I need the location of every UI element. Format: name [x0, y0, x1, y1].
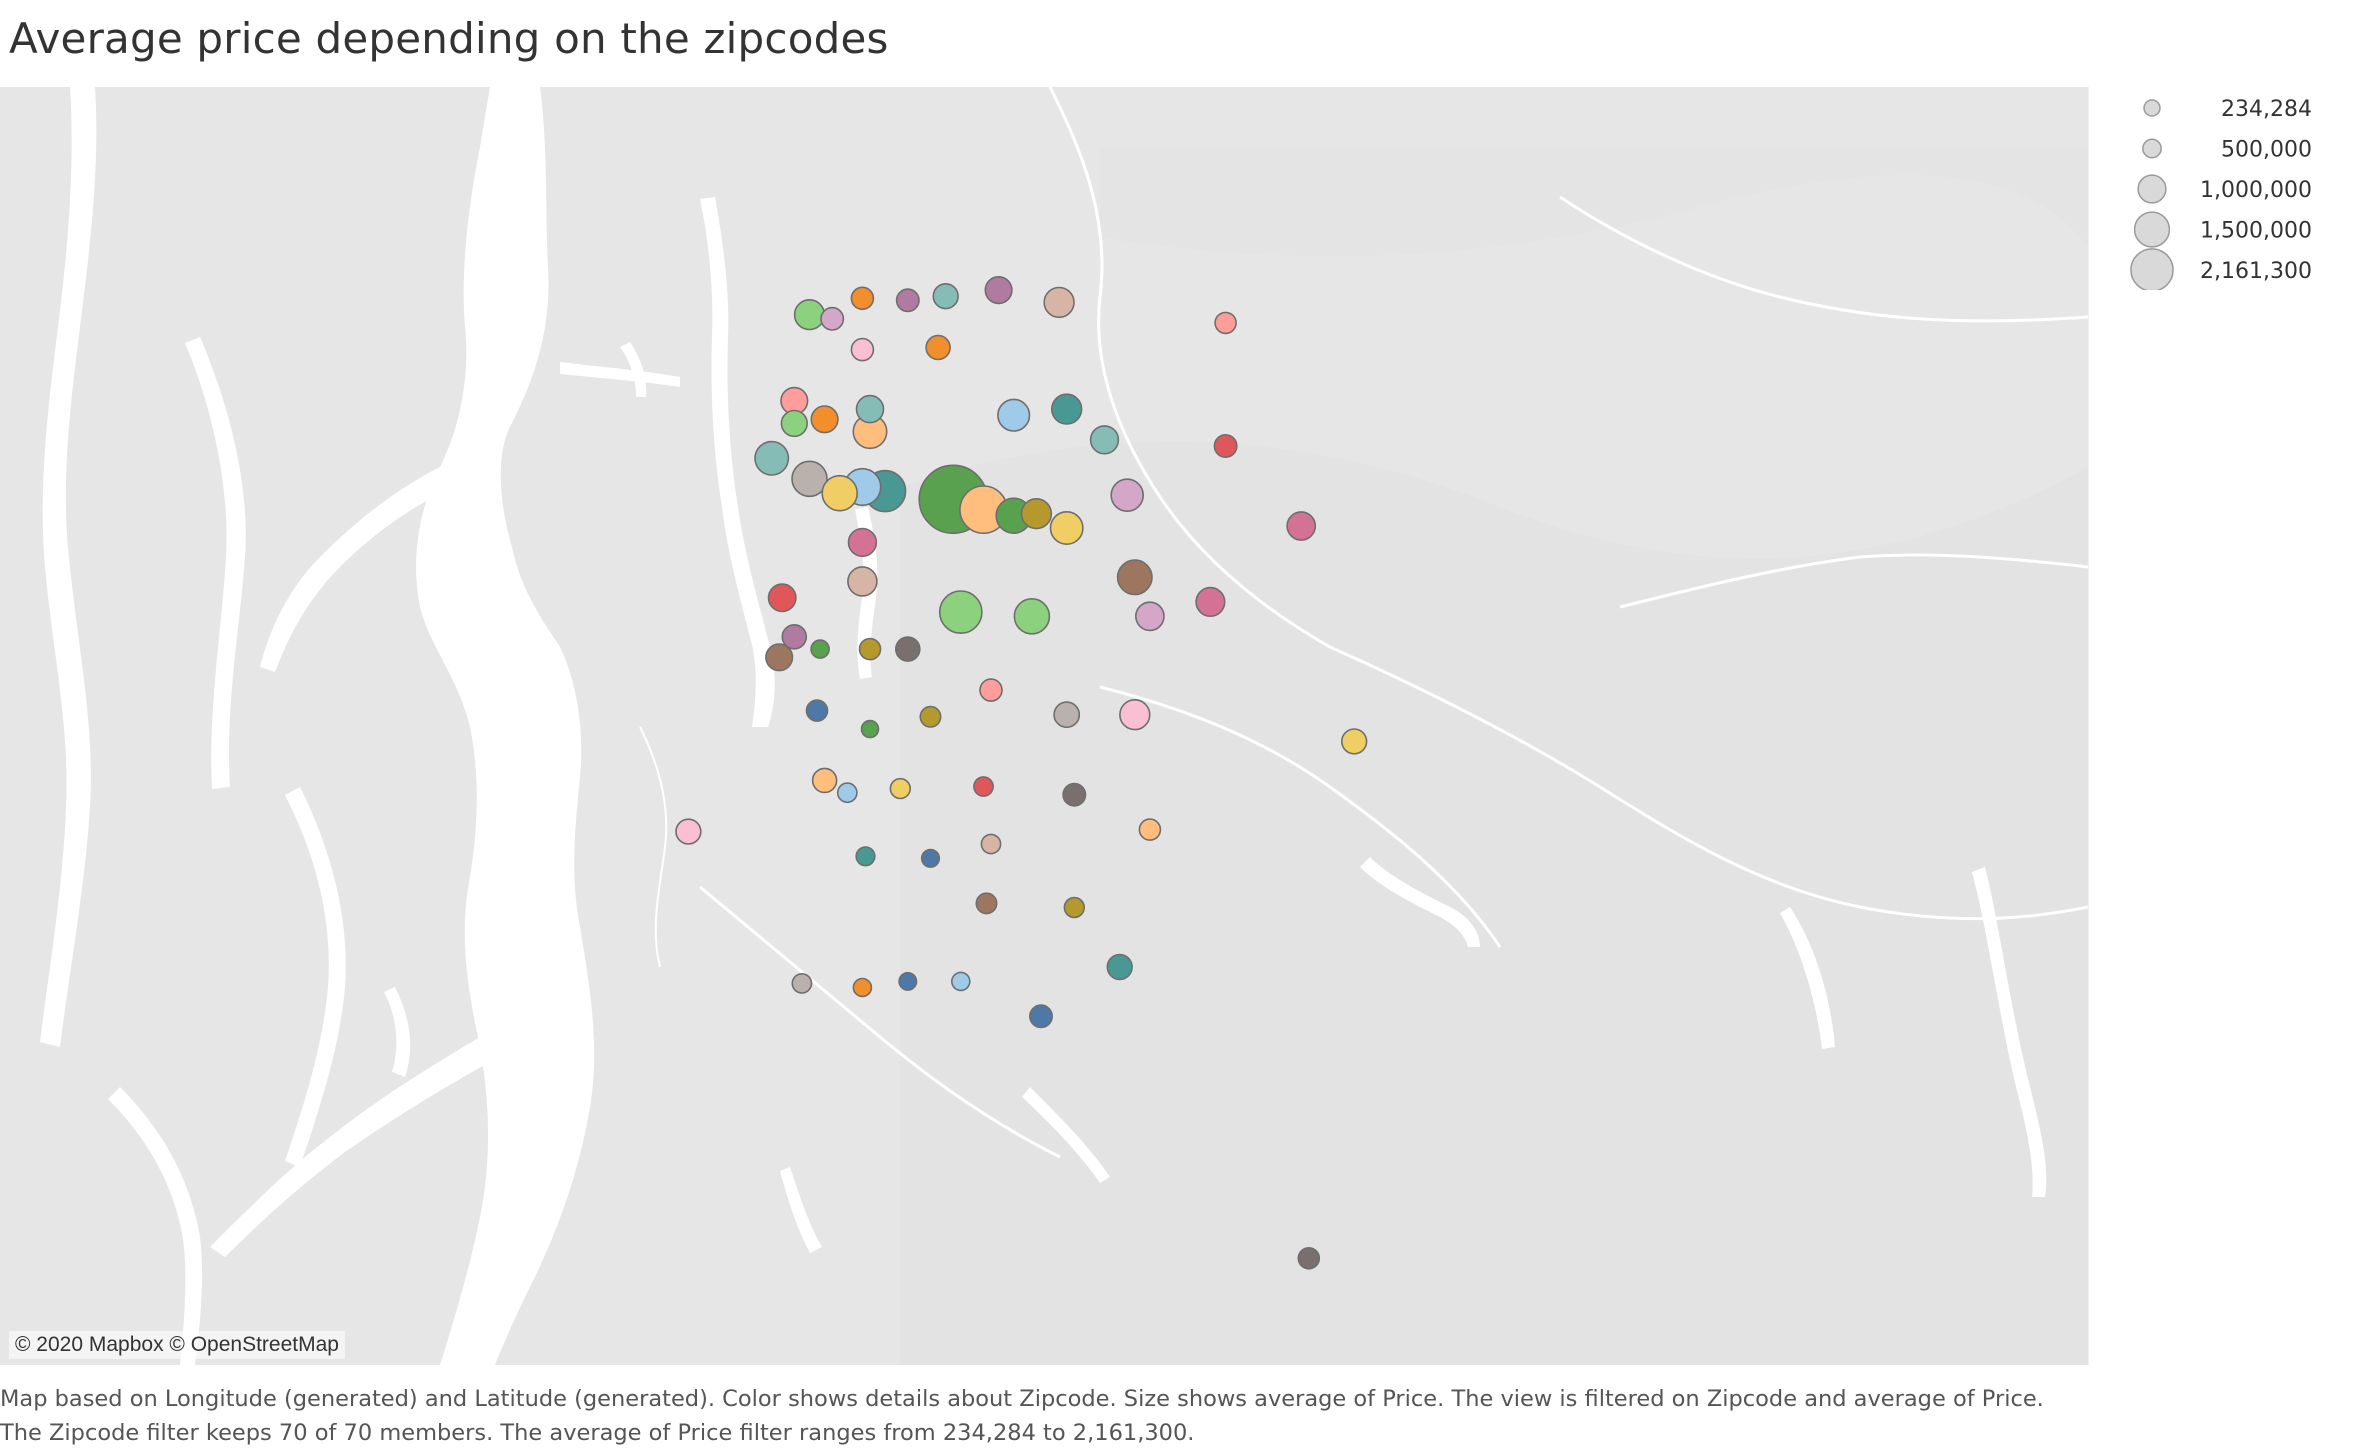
- zipcode-marker[interactable]: [754, 440, 790, 476]
- zipcode-marker[interactable]: [1043, 286, 1075, 319]
- zipcode-marker[interactable]: [791, 973, 813, 994]
- zipcode-marker[interactable]: [820, 306, 845, 331]
- legend-size-marker: [2130, 248, 2174, 290]
- zipcode-marker[interactable]: [1049, 510, 1084, 545]
- zipcode-marker[interactable]: [894, 636, 921, 662]
- zipcode-marker[interactable]: [850, 286, 875, 311]
- zipcode-marker[interactable]: [855, 394, 885, 424]
- legend-label: 2,161,300: [2200, 259, 2312, 284]
- zipcode-marker[interactable]: [767, 583, 797, 613]
- zipcode-marker[interactable]: [780, 409, 808, 438]
- zipcode-marker[interactable]: [938, 590, 983, 634]
- zipcode-marker[interactable]: [858, 637, 882, 661]
- zipcode-marker[interactable]: [1213, 433, 1238, 458]
- size-legend: 234,284 500,000 1,000,000 1,500,000 2,161,30…: [2110, 90, 2360, 290]
- zipcode-marker[interactable]: [675, 818, 702, 845]
- zipcode-marker[interactable]: [1053, 701, 1081, 729]
- zipcode-marker[interactable]: [1214, 311, 1237, 335]
- zipcode-marker[interactable]: [793, 299, 826, 331]
- zipcode-marker[interactable]: [811, 767, 838, 794]
- zipcode-marker[interactable]: [852, 977, 873, 998]
- map-view[interactable]: © 2020 Mapbox © OpenStreetMap: [0, 87, 2089, 1365]
- zipcode-marker[interactable]: [1138, 818, 1162, 841]
- zipcode-marker[interactable]: [850, 337, 875, 362]
- zipcode-marker[interactable]: [1195, 586, 1226, 618]
- legend-size-marker: [2143, 99, 2161, 117]
- zipcode-marker[interactable]: [950, 971, 971, 992]
- zipcode-marker[interactable]: [836, 782, 858, 804]
- zipcode-marker[interactable]: [919, 705, 942, 728]
- zipcode-marker[interactable]: [920, 848, 941, 868]
- zipcode-marker[interactable]: [925, 334, 951, 361]
- zipcode-marker[interactable]: [1013, 597, 1051, 635]
- caption-line-2: The Zipcode filter keeps 70 of 70 member…: [0, 1420, 1195, 1446]
- chart-title: Average price depending on the zipcodes: [9, 14, 889, 63]
- legend-label: 234,284: [2221, 97, 2312, 122]
- zipcode-marker[interactable]: [1063, 896, 1086, 919]
- zipcode-marker[interactable]: [889, 777, 911, 800]
- zipcode-marker[interactable]: [984, 276, 1013, 305]
- zipcode-marker[interactable]: [932, 283, 959, 310]
- zipcode-marker[interactable]: [855, 846, 876, 867]
- zipcode-marker[interactable]: [898, 971, 918, 991]
- zipcode-marker[interactable]: [1110, 478, 1144, 513]
- zipcode-marker[interactable]: [821, 474, 859, 512]
- zipcode-marker[interactable]: [895, 288, 920, 313]
- zipcode-marker[interactable]: [765, 643, 794, 672]
- legend-label: 500,000: [2221, 138, 2312, 163]
- legend-size-marker: [2142, 138, 2162, 159]
- zipcode-marker[interactable]: [1119, 698, 1151, 731]
- zipcode-marker[interactable]: [997, 398, 1031, 432]
- zipcode-marker[interactable]: [1029, 1004, 1054, 1029]
- zipcode-marker[interactable]: [781, 623, 808, 650]
- legend-size-marker: [2137, 174, 2167, 204]
- zipcode-marker[interactable]: [1286, 511, 1317, 541]
- zipcode-marker[interactable]: [805, 699, 829, 722]
- legend-label: 1,500,000: [2200, 219, 2312, 244]
- zipcode-marker[interactable]: [791, 460, 828, 498]
- zipcode-marker[interactable]: [1135, 601, 1165, 632]
- zipcode-marker[interactable]: [847, 566, 878, 597]
- zipcode-marker[interactable]: [810, 639, 830, 659]
- caption-line-1: Map based on Longitude (generated) and L…: [0, 1386, 2044, 1412]
- zipcode-marker[interactable]: [860, 719, 880, 739]
- zipcode-marker[interactable]: [847, 527, 878, 558]
- zipcode-marker[interactable]: [1297, 1247, 1321, 1270]
- legend-size-marker: [2133, 211, 2171, 248]
- map-attribution[interactable]: © 2020 Mapbox © OpenStreetMap: [9, 1331, 345, 1359]
- legend-label: 1,000,000: [2200, 178, 2312, 203]
- zipcode-marker[interactable]: [1340, 728, 1368, 755]
- zipcode-marker[interactable]: [975, 892, 998, 915]
- zipcode-marker[interactable]: [1020, 498, 1053, 530]
- zipcode-marker[interactable]: [980, 833, 1002, 855]
- zipcode-marker[interactable]: [979, 678, 1003, 702]
- zipcode-marker[interactable]: [1106, 953, 1133, 981]
- zipcode-marker[interactable]: [1089, 425, 1120, 455]
- zipcode-marker[interactable]: [973, 776, 994, 797]
- zipcode-markers: [675, 276, 1368, 1270]
- zipcode-marker[interactable]: [1050, 393, 1083, 425]
- zipcode-marker[interactable]: [810, 405, 839, 434]
- zipcode-marker[interactable]: [1062, 782, 1087, 807]
- caption: Map based on Longitude (generated) and L…: [0, 1382, 2360, 1450]
- zipcode-marker[interactable]: [1116, 559, 1153, 596]
